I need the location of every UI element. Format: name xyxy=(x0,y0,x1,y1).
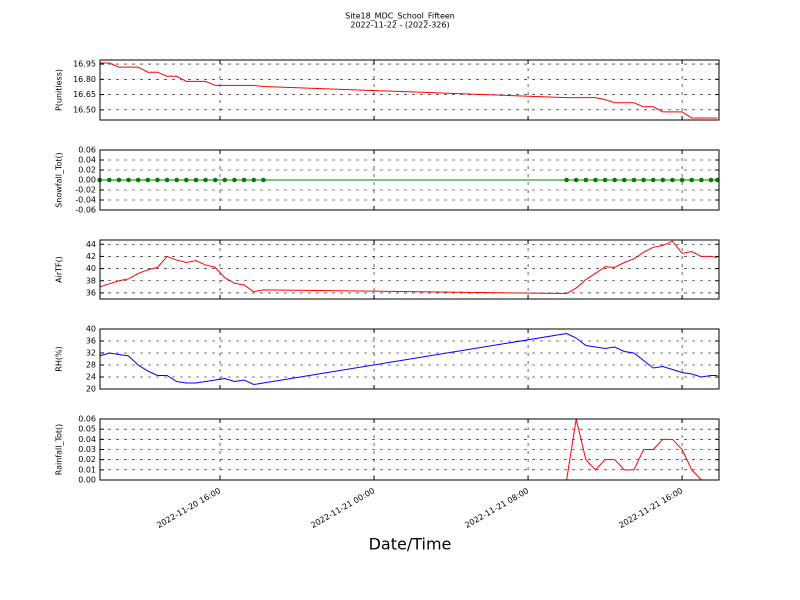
data-point xyxy=(650,177,656,183)
chart-subtitle: 2022-11-22 - (2022-326) xyxy=(350,21,449,30)
x-tick-label: 2022-11-20 16:00 xyxy=(155,486,222,530)
y-tick-label: 0.05 xyxy=(78,425,96,434)
data-point xyxy=(641,177,646,183)
y-tick-label: 16.50 xyxy=(73,105,96,114)
y-tick-label: 0.02 xyxy=(78,166,96,175)
data-point xyxy=(212,177,218,183)
data-point xyxy=(708,177,714,183)
x-tick-label: 2022-11-21 00:00 xyxy=(309,486,376,530)
data-point xyxy=(203,177,208,183)
y-tick-label: 16.65 xyxy=(73,90,96,99)
y-tick-label: 36 xyxy=(86,337,96,346)
data-point xyxy=(631,177,637,183)
x-tick-label: 2022-11-21 08:00 xyxy=(463,486,530,530)
y-tick-label: 0.00 xyxy=(78,176,96,185)
y-tick-label: 16.80 xyxy=(73,75,96,84)
y-axis-label: Rainfall_Tot() xyxy=(55,424,64,476)
data-point xyxy=(232,177,237,183)
y-tick-label: 40 xyxy=(86,325,96,334)
x-axis-label: Date/Time xyxy=(369,535,452,554)
data-point xyxy=(564,177,569,183)
data-point xyxy=(699,177,704,183)
data-point xyxy=(573,177,579,183)
data-point xyxy=(612,177,618,183)
y-tick-label: -0.06 xyxy=(75,206,96,215)
y-tick-label: 0.06 xyxy=(78,415,96,424)
data-point xyxy=(126,177,131,183)
y-tick-label: 0.02 xyxy=(78,455,96,464)
y-axis-label: RH(%) xyxy=(55,346,64,371)
y-tick-label: 28 xyxy=(86,361,96,370)
data-point xyxy=(593,177,598,183)
data-point xyxy=(689,177,695,183)
data-point xyxy=(164,177,170,183)
plot-frame xyxy=(99,328,720,390)
data-point xyxy=(107,177,112,183)
y-tick-label: 24 xyxy=(86,373,96,382)
y-tick-label: 0.01 xyxy=(78,465,96,474)
plot-frame xyxy=(99,149,720,211)
y-tick-label: -0.02 xyxy=(75,186,96,195)
x-tick-label: 2022-11-21 16:00 xyxy=(617,486,684,530)
data-point xyxy=(679,177,685,183)
data-line xyxy=(99,240,718,295)
y-tick-label: 0.00 xyxy=(78,476,96,485)
y-tick-label: 36 xyxy=(86,288,96,297)
y-tick-label: 0.04 xyxy=(78,156,96,165)
y-axis-label: AirTF() xyxy=(55,256,64,283)
data-point xyxy=(251,177,257,183)
plot-frame xyxy=(99,418,720,481)
data-point xyxy=(660,177,666,183)
data-point xyxy=(241,177,247,183)
plot-frame xyxy=(99,239,720,300)
y-axis-label: Snowfall_Tot() xyxy=(55,152,64,208)
y-tick-label: 38 xyxy=(86,276,96,285)
data-line xyxy=(99,332,718,386)
y-tick-label: 16.95 xyxy=(73,60,96,69)
y-tick-label: 42 xyxy=(86,252,96,261)
data-line xyxy=(99,418,718,481)
data-point xyxy=(135,177,141,183)
plot-frame xyxy=(99,59,720,121)
data-point xyxy=(222,177,228,183)
data-point xyxy=(622,177,627,183)
data-point xyxy=(583,177,589,183)
data-point xyxy=(174,177,179,183)
y-tick-label: 0.06 xyxy=(78,146,96,155)
data-point xyxy=(602,177,608,183)
y-tick-label: 20 xyxy=(86,385,96,394)
data-point xyxy=(145,177,151,183)
data-point xyxy=(116,177,122,183)
y-tick-label: 32 xyxy=(86,349,96,358)
y-tick-label: 0.03 xyxy=(78,445,96,454)
data-point xyxy=(155,177,160,183)
data-point xyxy=(184,177,189,183)
y-tick-label: 0.04 xyxy=(78,435,96,444)
data-point xyxy=(261,177,266,183)
y-tick-label: 44 xyxy=(86,240,96,249)
data-line xyxy=(99,62,718,119)
chart-title: Site18_MDC_School_Fifteen xyxy=(345,12,455,21)
data-point xyxy=(193,177,199,183)
y-tick-label: 40 xyxy=(86,264,96,273)
data-point xyxy=(670,177,675,183)
y-tick-label: -0.04 xyxy=(75,196,96,205)
y-axis-label: P(unitless) xyxy=(55,69,64,111)
